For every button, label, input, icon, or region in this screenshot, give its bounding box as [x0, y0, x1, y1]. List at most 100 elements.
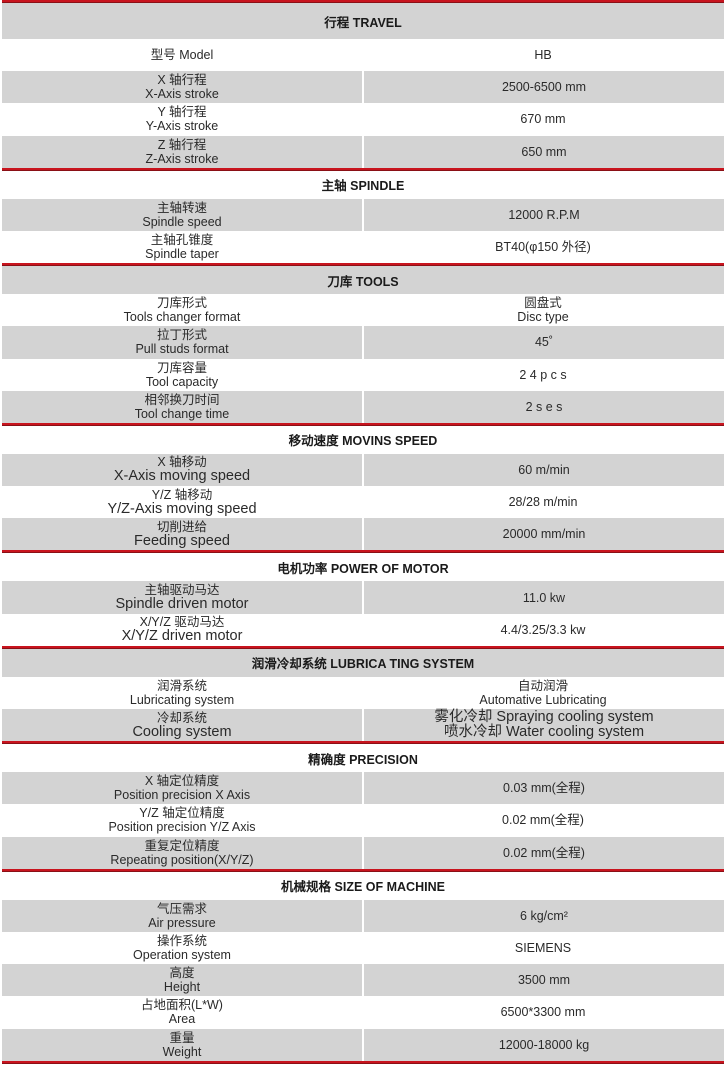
spec-label: Z 轴行程 Z-Axis stroke	[2, 135, 364, 168]
label-line: Pull studs format	[135, 342, 229, 357]
label-line: 高度	[169, 966, 195, 981]
value-line: 20000 mm/min	[502, 527, 586, 542]
value-line: HB	[534, 48, 552, 63]
spec-label: 冷却系统 Cooling system	[2, 709, 364, 742]
spec-value: 3500 mm	[364, 964, 724, 996]
value-line: Automative Lubricating	[479, 692, 607, 707]
section-header: 行程 TRAVEL	[2, 3, 724, 39]
label-line: Height	[163, 980, 201, 995]
spec-label: X 轴行程 X-Axis stroke	[2, 71, 364, 104]
label-line: 相邻换刀时间	[144, 392, 220, 407]
section-header: 移动速度 MOVINS SPEED	[288, 434, 438, 449]
section-divider	[2, 1060, 724, 1064]
label-line: Z-Axis stroke	[145, 151, 219, 166]
value-line: 650 mm	[521, 144, 567, 159]
spec-row: 高度 Height 3500 mm	[2, 964, 724, 997]
spec-value: 45˚	[364, 326, 724, 358]
label-line: 润滑系统	[156, 678, 207, 693]
spec-row: Z 轴行程 Z-Axis stroke 650 mm	[2, 135, 724, 168]
spec-row: 重复定位精度 Repeating position(X/Y/Z) 0.02 mm(全…	[2, 836, 724, 869]
spec-row: 主轴驱动马达 Spindle driven motor 11.0 kw	[2, 581, 724, 614]
spec-label: 高度 Height	[2, 964, 364, 997]
label-line: Weight	[162, 1044, 202, 1059]
value-line: 0.03 mm(全程)	[503, 781, 585, 796]
label-line: 切削进给	[156, 519, 207, 534]
spec-row: 占地面积(L*W) Area 6500*3300 mm	[2, 996, 724, 1028]
spec-label: X 轴定位精度 Position precision X Axis	[2, 772, 364, 805]
spec-table: 行程 TRAVEL 型号 Model HB X 轴行程 X-Axis stroke 250…	[2, 0, 724, 1064]
label-line: Feeding speed	[134, 532, 230, 549]
value-line: 12000 R.P.M	[508, 207, 580, 222]
spec-label: 相邻换刀时间 Tool change time	[2, 390, 364, 423]
spec-label: 拉丁形式 Pull studs format	[2, 326, 364, 359]
section-divider	[2, 422, 724, 426]
value-line: 3500 mm	[517, 973, 571, 988]
value-line: 4.4/3.25/3.3 kw	[500, 622, 586, 637]
spec-label: 润滑系统 Lubricating system	[2, 677, 362, 709]
spec-row: X 轴定位精度 Position precision X Axis 0.03 mm(…	[2, 772, 724, 805]
spec-label: X/Y/Z 驱动马达 X/Y/Z driven motor	[2, 614, 362, 646]
spec-row: Y 轴行程 Y-Axis stroke 670 mm	[2, 103, 724, 135]
section-divider	[2, 741, 724, 745]
spec-value: 28/28 m/min	[362, 486, 724, 518]
section-divider	[2, 645, 724, 649]
value-line: 雾化冷却 Spraying cooling system	[434, 709, 654, 726]
spec-label: 重复定位精度 Repeating position(X/Y/Z)	[2, 836, 364, 869]
spec-label: 重量 Weight	[2, 1028, 364, 1061]
label-line: Y/Z 轴移动	[151, 487, 213, 502]
label-line: X 轴行程	[157, 73, 207, 88]
spec-value: 4.4/3.25/3.3 kw	[362, 614, 724, 646]
label-line: Spindle driven motor	[115, 596, 249, 613]
spec-row: 主轴转速 Spindle speed 12000 R.P.M	[2, 198, 724, 231]
section-header: 电机功率 POWER OF MOTOR	[277, 561, 449, 576]
spec-row: 型号 Model HB	[2, 39, 724, 71]
label-line: Area	[168, 1012, 196, 1027]
label-line: Y 轴行程	[157, 105, 207, 120]
label-line: X-Axis moving speed	[113, 468, 251, 485]
value-line: 2 s e s	[525, 399, 563, 414]
value-line: BT40(φ150 外径)	[495, 240, 591, 255]
spec-value: SIEMENS	[362, 932, 724, 964]
spec-value: 60 m/min	[364, 454, 724, 486]
spec-row: 刀库容量 Tool capacity 2 4 p c s	[2, 359, 724, 391]
spec-row: 相邻换刀时间 Tool change time 2 s e s	[2, 390, 724, 423]
spec-value: 自动润滑 Automative Lubricating	[362, 677, 724, 709]
value-line: 6500*3300 mm	[500, 1005, 586, 1020]
label-line: 刀库容量	[156, 360, 207, 375]
spec-row: 拉丁形式 Pull studs format 45˚	[2, 326, 724, 359]
spec-value: HB	[362, 39, 724, 71]
section-header: 刀库 TOOLS	[2, 266, 724, 295]
value-line: 11.0 kw	[522, 590, 566, 605]
label-line: X/Y/Z driven motor	[121, 628, 243, 645]
label-line: Position precision Y/Z Axis	[108, 820, 256, 835]
value-line: SIEMENS	[514, 941, 572, 956]
spec-row: 润滑系统 Lubricating system 自动润滑 Automative Lub…	[2, 677, 724, 709]
section-divider	[2, 263, 724, 267]
label-line: 占地面积(L*W)	[141, 998, 223, 1013]
label-line: Tool change time	[134, 406, 230, 421]
spec-value: 圆盘式 Disc type	[362, 294, 724, 326]
spec-label: 主轴孔锥度 Spindle taper	[2, 231, 362, 263]
spec-row: Y/Z 轴定位精度 Position precision Y/Z Axis 0.02…	[2, 804, 724, 836]
spec-label: Y/Z 轴移动 Y/Z-Axis moving speed	[2, 486, 362, 518]
value-line: 28/28 m/min	[508, 495, 578, 510]
value-line: 0.02 mm(全程)	[503, 845, 585, 860]
spec-label: 刀库形式 Tools changer format	[2, 294, 362, 326]
label-line: Cooling system	[132, 723, 232, 740]
label-line: Y-Axis stroke	[145, 119, 219, 134]
label-line: X 轴定位精度	[144, 774, 220, 789]
spec-row: X 轴行程 X-Axis stroke 2500-6500 mm	[2, 71, 724, 104]
label-line: 重复定位精度	[144, 838, 220, 853]
spec-row: X 轴移动 X-Axis moving speed 60 m/min	[2, 453, 724, 487]
spec-value: 0.02 mm(全程)	[362, 804, 724, 836]
spec-label: X 轴移动 X-Axis moving speed	[2, 453, 364, 487]
label-line: Y/Z 轴定位精度	[139, 806, 225, 821]
label-line: Operation system	[133, 948, 231, 963]
spec-value: 2 s e s	[364, 391, 724, 423]
spec-value: 670 mm	[362, 103, 724, 135]
spec-value: 0.03 mm(全程)	[364, 772, 724, 804]
label-line: 主轴孔锥度	[150, 233, 214, 248]
label-line: Position precision X Axis	[113, 788, 251, 803]
value-line: 喷水冷却 Water cooling system	[443, 724, 645, 741]
spec-value: 12000 R.P.M	[364, 199, 724, 231]
